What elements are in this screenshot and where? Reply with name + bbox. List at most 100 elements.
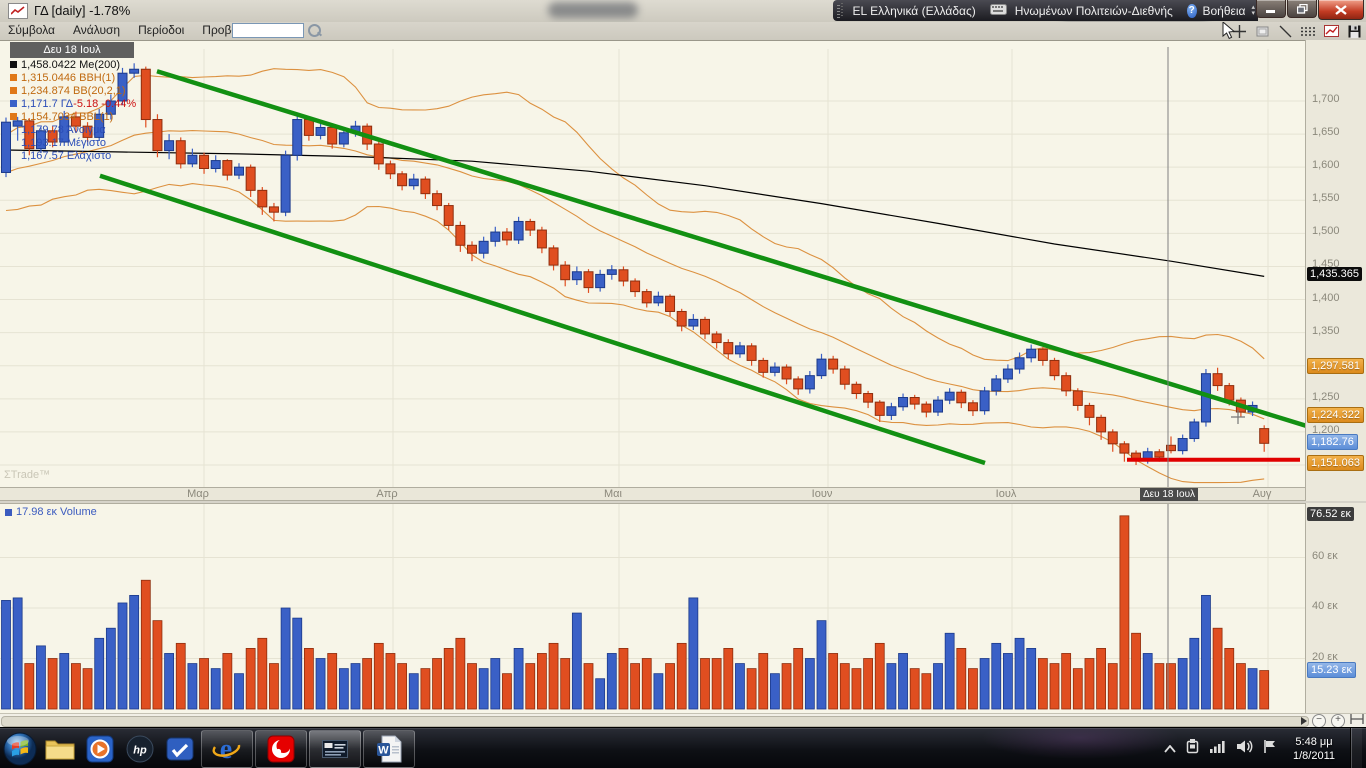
trendline-tool-button[interactable] bbox=[1277, 23, 1293, 39]
menu-item-Σύμβολα[interactable]: Σύμβολα bbox=[8, 23, 55, 37]
taskbar: hp e W bbox=[0, 727, 1366, 768]
volume-canvas bbox=[0, 504, 1305, 710]
crosshair-cursor bbox=[1231, 410, 1245, 425]
month-label: Ιουλ bbox=[995, 488, 1017, 500]
volume-pane[interactable]: 17.98 εκ Volume bbox=[0, 503, 1366, 713]
chart-legend: Δευ 18 Ιουλ 1,458.0422 Me(200) 1,315.0446… bbox=[10, 42, 136, 162]
price-axis: 1,700 1,650 1,600 1,550 1,500 1,450 1,400 1,350… bbox=[1305, 40, 1366, 501]
platform-watermark: ΣTrade™ bbox=[4, 469, 51, 481]
price-tick: 1,500 bbox=[1312, 225, 1340, 238]
month-label: Μαρ bbox=[187, 488, 209, 500]
close-button[interactable] bbox=[1318, 0, 1364, 20]
action-center-flag-icon[interactable] bbox=[1263, 739, 1278, 759]
search-icon[interactable] bbox=[308, 24, 321, 37]
price-chart-canvas bbox=[0, 47, 1314, 488]
volume-badge-dark: 76.52 εκ bbox=[1307, 506, 1354, 521]
menu-item-Περίοδοι[interactable]: Περίοδοι bbox=[138, 23, 185, 37]
media-player-icon[interactable] bbox=[80, 729, 120, 768]
menu-items: Σύμβολα Ανάλυση Περίοδοι Προβολή bbox=[8, 22, 250, 39]
symbol-search-input[interactable] bbox=[232, 23, 304, 38]
internet-explorer-button[interactable]: e bbox=[201, 729, 253, 768]
bollinger-band bbox=[5, 68, 1265, 362]
keyboard-icon bbox=[989, 3, 1007, 18]
language-indicator[interactable]: EL Ελληνικά (Ελλάδας) bbox=[852, 3, 976, 18]
vodafone-button[interactable] bbox=[255, 729, 307, 768]
price-badge-orange: 1,297.581 bbox=[1307, 358, 1364, 375]
price-badge-orange: 1,224.322 bbox=[1307, 406, 1364, 423]
horizontal-scrollbar[interactable]: − + bbox=[0, 713, 1366, 728]
price-badge-orange: 1,151.063 bbox=[1307, 455, 1364, 472]
legend-row: 1,315.0446 BBH(1) bbox=[10, 71, 136, 84]
language-bar-options[interactable]: ▴ ▾ bbox=[1251, 3, 1255, 17]
network-icon[interactable] bbox=[1209, 739, 1227, 758]
volume-axis: 60 εκ 40 εκ 20 εκ 76.52 εκ 15.23 εκ bbox=[1305, 503, 1366, 713]
language-bar-grip[interactable] bbox=[837, 3, 843, 18]
volume-tick: 20 εκ bbox=[1312, 650, 1338, 663]
menu-item-Ανάλυση[interactable]: Ανάλυση bbox=[73, 23, 121, 37]
legend-row: 1,193.17 Μέγιστο bbox=[21, 136, 106, 149]
menu-bar: Σύμβολα Ανάλυση Περίοδοι Προβολή bbox=[0, 22, 1366, 40]
help-icon[interactable]: ? bbox=[1186, 3, 1197, 18]
legend-row: 1,179.78 Άνοιγμα bbox=[21, 123, 106, 136]
scroll-right-button[interactable] bbox=[1301, 716, 1307, 725]
ma200-line bbox=[5, 149, 1265, 277]
volume-badge-blue: 15.23 εκ bbox=[1307, 661, 1356, 678]
legend-row: 1,234.874 BB(20,2,1) bbox=[10, 84, 136, 97]
volume-icon[interactable] bbox=[1236, 739, 1254, 759]
language-bar[interactable]: EL Ελληνικά (Ελλάδας) Ηνωμένων Πολιτειών… bbox=[833, 0, 1258, 21]
explorer-icon[interactable] bbox=[40, 729, 80, 768]
show-desktop-button[interactable] bbox=[1350, 728, 1362, 768]
restore-button[interactable] bbox=[1287, 0, 1317, 18]
window-titlebar[interactable]: ΓΔ [daily] -1.78% EL Ελληνικά (Ελλάδας) … bbox=[0, 0, 1366, 22]
help-label[interactable]: Βοήθεια bbox=[1202, 3, 1246, 18]
volume-legend-label: 17.98 εκ Volume bbox=[16, 506, 97, 518]
clock-time: 5:48 μμ bbox=[1295, 735, 1333, 748]
checkmark-app-icon[interactable] bbox=[160, 729, 200, 768]
window-title: ΓΔ [daily] -1.78% bbox=[34, 3, 131, 18]
trading-app-button[interactable] bbox=[309, 729, 361, 768]
save-button[interactable] bbox=[1346, 23, 1362, 39]
svg-text:e: e bbox=[220, 734, 232, 764]
price-tick: 1,650 bbox=[1312, 126, 1340, 139]
volume-tick: 40 εκ bbox=[1312, 600, 1338, 613]
price-tick: 1,550 bbox=[1312, 192, 1340, 205]
chart-type-button[interactable] bbox=[1323, 23, 1339, 39]
month-label: Αυγ bbox=[1252, 488, 1272, 500]
legend-date: Δευ 18 Ιουλ bbox=[10, 42, 134, 58]
start-button[interactable] bbox=[0, 729, 40, 768]
legend-row: 1,458.0422 Me(200) bbox=[10, 58, 136, 71]
scrollbar-thumb[interactable] bbox=[1, 716, 1309, 727]
legend-row: 1,154.7034 BBL(1) bbox=[10, 110, 136, 123]
word-button[interactable]: W bbox=[363, 729, 415, 768]
volume-legend: 17.98 εκ Volume bbox=[5, 506, 97, 518]
candlestick-series bbox=[1, 63, 1270, 466]
bollinger-band bbox=[5, 130, 1265, 420]
price-tick: 1,250 bbox=[1312, 390, 1340, 403]
clock-date: 1/8/2011 bbox=[1292, 749, 1335, 762]
mouse-cursor-arrow bbox=[1222, 22, 1236, 40]
fibonacci-tool-button[interactable] bbox=[1300, 23, 1316, 39]
hp-icon[interactable]: hp bbox=[120, 729, 160, 768]
zoom-out-button[interactable]: − bbox=[1312, 713, 1326, 728]
crosshair-tool-button[interactable] bbox=[1231, 23, 1247, 39]
price-tick: 1,400 bbox=[1312, 291, 1340, 304]
fit-width-button[interactable] bbox=[1350, 714, 1364, 727]
price-chart-pane[interactable]: Δευ 18 Ιουλ 1,458.0422 Me(200) 1,315.0446… bbox=[0, 40, 1366, 488]
legend-row: 1,171.7 ΓΔ -5.18 -0.44% bbox=[10, 97, 136, 110]
box-tool-button[interactable] bbox=[1254, 23, 1270, 39]
keyboard-layout[interactable]: Ηνωμένων Πολιτειών-Διεθνής bbox=[1014, 3, 1173, 18]
legend-row: 1,167.57 Ελάχιστο bbox=[21, 149, 112, 162]
hidden-icons-chevron[interactable] bbox=[1164, 740, 1176, 758]
volume-series bbox=[1, 515, 1270, 710]
time-axis: Δευ 18 Ιουλ Μαρ Απρ Μαι Ιουν Ιουλ Αυγ bbox=[0, 487, 1305, 501]
taskbar-clock[interactable]: 5:48 μμ 1/8/2011 bbox=[1293, 735, 1335, 763]
bollinger-band bbox=[5, 183, 1265, 484]
removable-device-icon[interactable] bbox=[1185, 738, 1201, 759]
zoom-in-button[interactable]: + bbox=[1331, 713, 1345, 728]
crosshair-date-badge: Δευ 18 Ιουλ bbox=[1140, 488, 1198, 501]
month-label: Μαι bbox=[604, 488, 622, 500]
month-label: Ιουν bbox=[811, 488, 833, 500]
desktop-blur bbox=[548, 2, 638, 18]
minimize-button[interactable] bbox=[1256, 0, 1286, 18]
